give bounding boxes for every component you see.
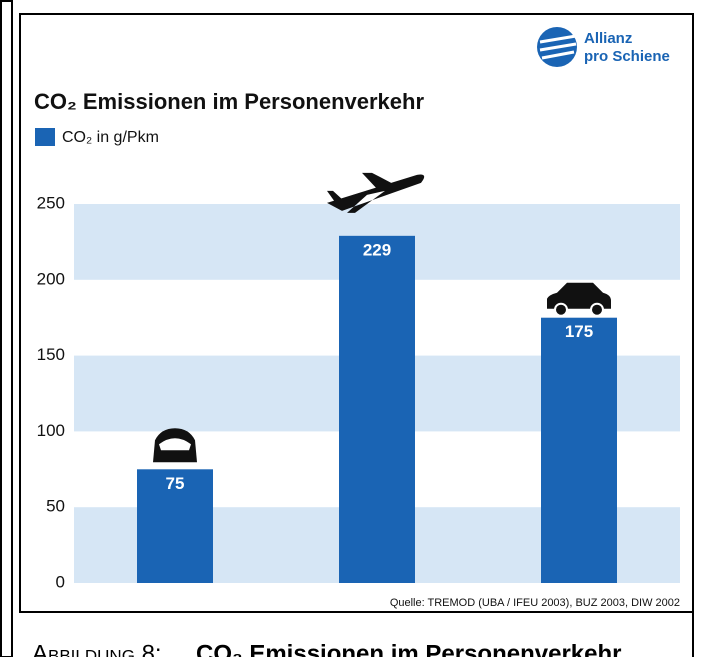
caption-text: CO₂ Emissionen im Personenverkehr [196,640,621,657]
y-tick-label: 50 [46,497,65,516]
y-tick-label: 200 [37,269,65,288]
vehicle-icon [327,172,425,213]
data-label: 75 [166,474,185,493]
logo-text: pro Schiene [584,48,670,65]
legend-label: CO₂ in g/Pkm [62,129,159,146]
left-frame [0,0,13,657]
train-window [159,438,191,451]
y-tick-label: 100 [37,421,65,440]
source-note: Quelle: TREMOD (UBA / IFEU 2003), BUZ 20… [390,597,680,609]
car-icon [547,282,611,309]
vehicle-icon [547,282,611,317]
y-tick-label: 150 [37,345,65,364]
logo-text: Allianz [584,30,632,47]
caption-label: Abbildung 8: [32,640,162,657]
vehicle-icon [153,428,197,463]
plane-icon [327,172,425,213]
logo-lines [539,34,577,60]
data-label: 175 [565,322,593,341]
car-wheel [554,302,568,317]
logo: Allianz pro Schiene [537,27,670,67]
bar [339,235,415,583]
car-wheel [590,302,604,317]
data-label: 229 [363,240,391,259]
legend-swatch [35,128,55,146]
y-tick-label: 0 [56,572,65,591]
chart-title: CO₂ Emissionen im Personenverkehr [34,89,424,114]
y-tick-label: 250 [37,193,65,212]
bar [137,469,213,583]
bar [541,317,617,583]
